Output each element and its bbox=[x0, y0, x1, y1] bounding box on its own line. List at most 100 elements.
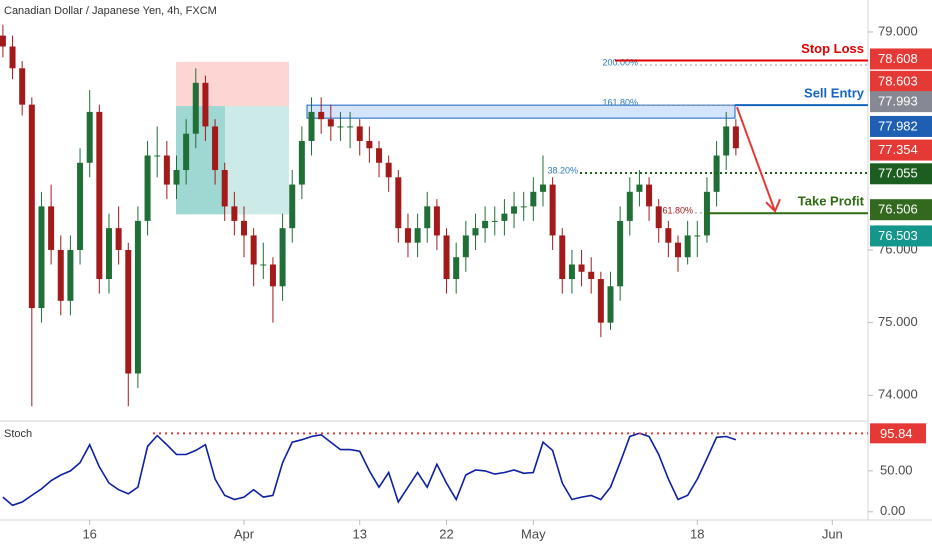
candle-body bbox=[684, 235, 691, 258]
price-label-bg bbox=[870, 115, 932, 137]
candle-body bbox=[482, 220, 489, 229]
candle-body bbox=[125, 249, 132, 374]
level-label: Sell Entry bbox=[804, 86, 865, 101]
candle-body bbox=[183, 133, 190, 171]
candle-body bbox=[154, 155, 161, 157]
candle-body bbox=[424, 206, 431, 229]
stoch-label: Stoch bbox=[4, 428, 32, 440]
candle-body bbox=[269, 264, 276, 287]
arrow-head bbox=[765, 198, 781, 213]
candle-body bbox=[105, 228, 112, 280]
price-label: 77.982 bbox=[878, 118, 918, 133]
chart-title: Canadian Dollar / Japanese Yen, 4h, FXCM bbox=[4, 5, 217, 17]
candle-body bbox=[67, 249, 74, 301]
candle-body bbox=[723, 126, 730, 156]
candle-body bbox=[404, 228, 411, 243]
candle-body bbox=[318, 111, 325, 120]
candle-body bbox=[626, 191, 633, 221]
candle-body bbox=[260, 264, 267, 266]
candle-body bbox=[115, 228, 122, 250]
candle-body bbox=[134, 220, 141, 374]
candle-body bbox=[395, 177, 402, 229]
level-label: Stop Loss bbox=[801, 41, 864, 56]
candle-body bbox=[549, 184, 556, 236]
price-label-bg bbox=[870, 225, 932, 247]
candle-body bbox=[568, 264, 575, 280]
x-tick-label: Jun bbox=[822, 526, 843, 541]
candle-body bbox=[96, 111, 103, 280]
candle-body bbox=[501, 213, 508, 221]
stoch-line bbox=[2, 432, 737, 507]
fib-label: 200.00% bbox=[602, 57, 638, 67]
price-label: 78.603 bbox=[878, 73, 918, 88]
candle-body bbox=[443, 235, 450, 280]
y-tick-label: 50.00 bbox=[880, 462, 913, 477]
price-label-bg bbox=[870, 163, 932, 185]
price-label: 77.993 bbox=[878, 94, 918, 109]
fib-label: 161.80% bbox=[602, 98, 638, 108]
candle-body bbox=[298, 140, 305, 185]
entry-zone bbox=[306, 104, 736, 119]
candle-body bbox=[356, 126, 363, 141]
price-label: 77.055 bbox=[878, 166, 918, 181]
x-tick-label: 18 bbox=[690, 526, 704, 541]
candle-body bbox=[279, 228, 286, 287]
candle-body bbox=[144, 155, 151, 221]
price-label-bg bbox=[870, 199, 932, 221]
candle-body bbox=[732, 126, 739, 149]
candle-body bbox=[57, 249, 64, 301]
candle-body bbox=[9, 46, 16, 69]
price-label: 77.354 bbox=[878, 142, 918, 157]
candle-body bbox=[588, 271, 595, 280]
candle-body bbox=[28, 104, 35, 309]
candle-body bbox=[597, 279, 604, 323]
candle-body bbox=[347, 126, 354, 128]
candle-body bbox=[539, 184, 546, 192]
candle-body bbox=[655, 206, 662, 229]
x-tick-label: Apr bbox=[234, 526, 255, 541]
price-label: 76.503 bbox=[878, 228, 918, 243]
candle-body bbox=[472, 228, 479, 236]
candle-body bbox=[48, 206, 55, 250]
x-tick-label: 13 bbox=[353, 526, 367, 541]
candle-body bbox=[607, 286, 614, 323]
arrow bbox=[736, 106, 776, 212]
y-tick-label: 75.000 bbox=[878, 314, 918, 329]
candle-body bbox=[491, 220, 498, 222]
candle-body bbox=[308, 111, 315, 141]
candle-body bbox=[366, 140, 373, 149]
stoch-marker-label: 95.84 bbox=[880, 426, 913, 441]
candle-body bbox=[202, 82, 209, 127]
candle-body bbox=[337, 126, 344, 128]
y-tick-label: 74.000 bbox=[878, 387, 918, 402]
candle-body bbox=[86, 111, 93, 163]
price-label-bg bbox=[870, 91, 932, 113]
x-tick-label: May bbox=[521, 526, 546, 541]
candle-body bbox=[163, 155, 170, 185]
candle-body bbox=[0, 35, 6, 47]
candle-body bbox=[453, 257, 460, 280]
candle-body bbox=[289, 184, 296, 229]
candle-body bbox=[327, 119, 334, 127]
candle-body bbox=[530, 191, 537, 207]
candle-body bbox=[38, 206, 45, 309]
fib-label: 61.80% bbox=[662, 205, 693, 215]
candle-body bbox=[231, 206, 238, 221]
price-label: 76.506 bbox=[878, 202, 918, 217]
candle-body bbox=[559, 235, 566, 280]
x-tick-label: 16 bbox=[82, 526, 96, 541]
price-label-bg bbox=[870, 48, 932, 70]
candle-body bbox=[385, 162, 392, 178]
candle-body bbox=[77, 162, 84, 250]
candle-body bbox=[646, 184, 653, 207]
price-label: 78.608 bbox=[878, 51, 918, 66]
candle-body bbox=[578, 264, 585, 272]
candle-body bbox=[250, 235, 257, 265]
candle-body bbox=[665, 228, 672, 243]
price-label-bg bbox=[870, 70, 932, 92]
stoch-marker-bg bbox=[870, 423, 926, 444]
candle-body bbox=[636, 184, 643, 192]
fib-label: 38.20% bbox=[547, 165, 578, 175]
